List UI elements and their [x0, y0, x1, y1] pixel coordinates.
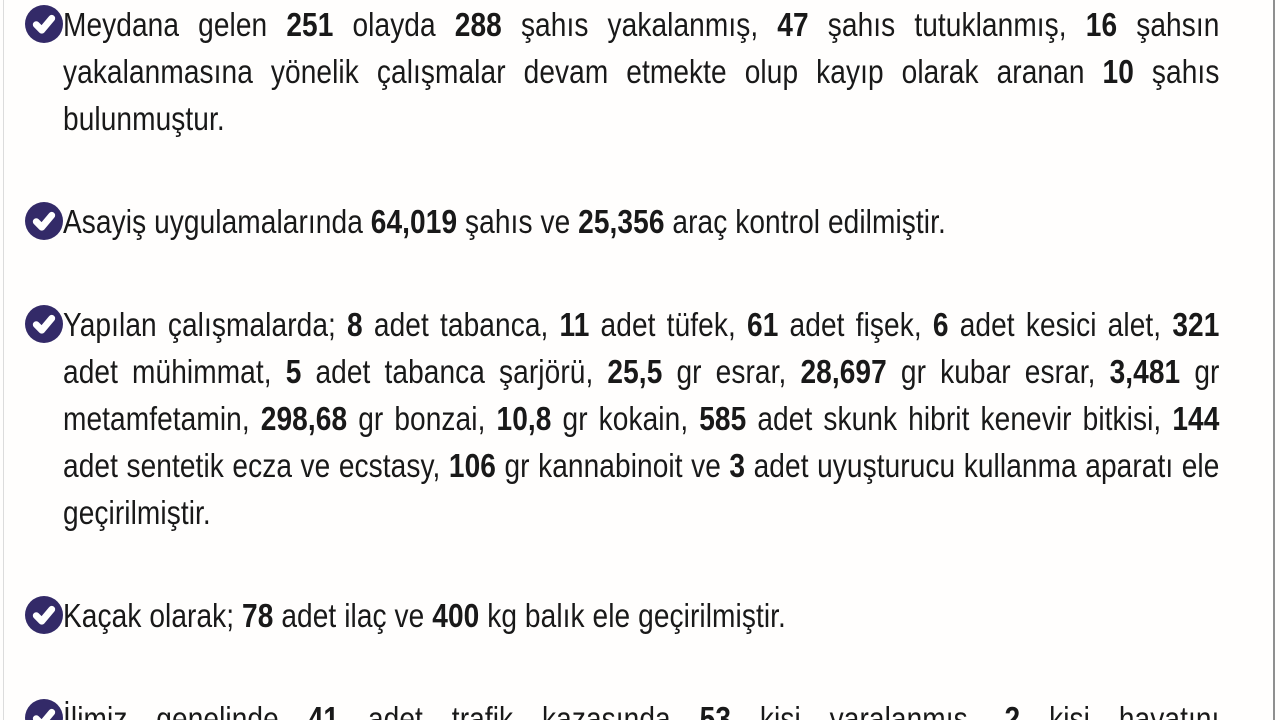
check-circle-icon [25, 202, 63, 240]
check-circle-icon [25, 596, 63, 634]
check-circle-icon [25, 699, 63, 720]
bullet-text: İlimiz genelinde 41 adet trafik kazasınd… [63, 701, 1220, 720]
bullet-text-wrap: Asayiş uygulamalarında 64,019 şahıs ve 2… [63, 199, 1280, 246]
bullet-item: Yapılan çalışmalarda; 8 adet tabanca, 11… [25, 302, 1250, 537]
bullet-item: İlimiz genelinde 41 adet trafik kazasınd… [25, 696, 1250, 720]
right-border-line [1273, 0, 1275, 720]
bullet-text: Yapılan çalışmalarda; 8 adet tabanca, 11… [63, 307, 1220, 532]
check-circle-icon [25, 305, 63, 343]
bullet-text-wrap: Meydana gelen 251 olayda 288 şahıs yakal… [63, 2, 1280, 143]
bullet-text: Kaçak olarak; 78 adet ilaç ve 400 kg bal… [63, 598, 786, 635]
bullet-item: Asayiş uygulamalarında 64,019 şahıs ve 2… [25, 199, 1250, 246]
left-border-line [3, 0, 4, 720]
check-circle-icon [25, 5, 63, 43]
bullet-text-wrap: Kaçak olarak; 78 adet ilaç ve 400 kg bal… [63, 593, 1280, 640]
bullet-item: Kaçak olarak; 78 adet ilaç ve 400 kg bal… [25, 593, 1250, 640]
bullet-text-wrap: Yapılan çalışmalarda; 8 adet tabanca, 11… [63, 302, 1280, 537]
bullet-text: Asayiş uygulamalarında 64,019 şahıs ve 2… [63, 204, 946, 241]
bullet-text: Meydana gelen 251 olayda 288 şahıs yakal… [63, 7, 1220, 138]
bullet-text-wrap: İlimiz genelinde 41 adet trafik kazasınd… [63, 696, 1280, 720]
bullet-item: Meydana gelen 251 olayda 288 şahıs yakal… [25, 2, 1250, 143]
